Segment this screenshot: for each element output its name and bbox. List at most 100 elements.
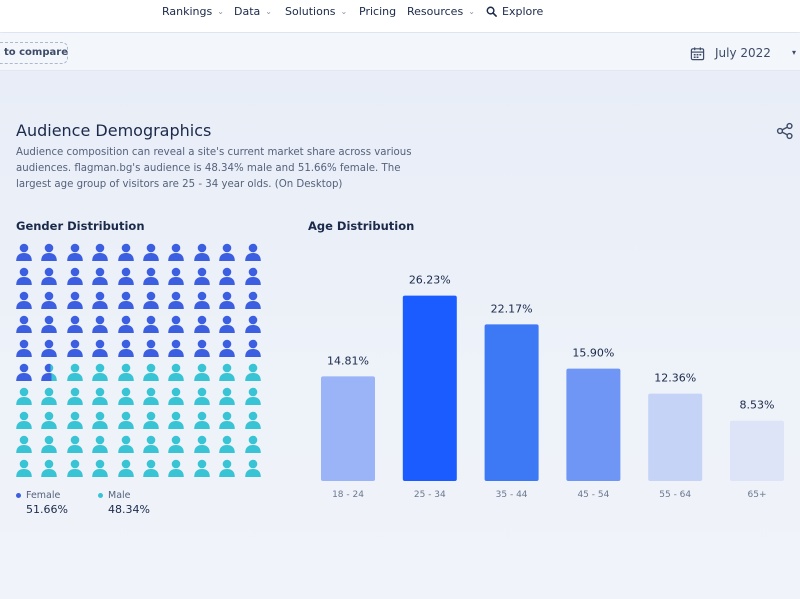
person-icon xyxy=(219,411,235,429)
date-label: July 2022 xyxy=(715,46,771,60)
age-bar-2[interactable] xyxy=(484,324,539,481)
person-icon xyxy=(193,267,210,285)
person-icon xyxy=(66,363,83,381)
nav-rankings-label: Rankings xyxy=(162,5,213,18)
person-icon xyxy=(117,387,134,405)
person-icon xyxy=(193,435,210,453)
nav-data[interactable]: Data ⌄ xyxy=(234,5,272,18)
person-icon xyxy=(92,363,108,381)
age-bar-value-label: 8.53% xyxy=(740,399,775,412)
person-icon xyxy=(168,243,185,261)
age-bar-value-label: 26.23% xyxy=(409,274,451,287)
chevron-down-icon: ⌄ xyxy=(340,7,348,16)
person-icon xyxy=(66,459,83,477)
person-icon xyxy=(66,315,83,333)
person-icon xyxy=(168,435,185,453)
nav-solutions-label: Solutions xyxy=(285,5,336,18)
person-icon xyxy=(41,291,58,309)
person-icon xyxy=(41,315,58,333)
section-description: Audience composition can reveal a site's… xyxy=(16,147,412,190)
age-bar-0[interactable] xyxy=(321,376,375,481)
person-icon xyxy=(117,291,134,309)
person-icon xyxy=(41,387,58,405)
person-icon xyxy=(143,387,159,405)
person-icon xyxy=(244,243,261,261)
person-icon xyxy=(168,339,185,357)
person-icon xyxy=(193,315,210,333)
person-icon xyxy=(143,315,159,333)
age-bar-1[interactable] xyxy=(402,295,457,481)
person-icon xyxy=(244,411,261,429)
age-bar-3[interactable] xyxy=(566,368,621,481)
share-icon[interactable] xyxy=(776,122,794,140)
nav-pricing[interactable]: Pricing xyxy=(359,5,396,18)
person-icon xyxy=(143,339,159,357)
top-navigation: Rankings ⌄ Data ⌄ Solutions ⌄ Pricing Re… xyxy=(0,0,800,32)
person-icon xyxy=(168,411,185,429)
age-category-label: 55 - 64 xyxy=(659,490,691,500)
nav-resources[interactable]: Resources ⌄ xyxy=(407,5,475,18)
gender-distribution-title: Gender Distribution xyxy=(16,219,145,233)
person-icon xyxy=(92,315,108,333)
nav-explore-label: Explore xyxy=(502,5,544,18)
nav-explore[interactable]: Explore xyxy=(486,5,543,18)
person-icon xyxy=(244,435,261,453)
person-icon xyxy=(41,243,58,261)
person-icon xyxy=(219,243,235,261)
age-bar-4[interactable] xyxy=(648,393,703,481)
chevron-down-icon: ⌄ xyxy=(265,7,272,16)
compare-button[interactable]: to compare xyxy=(0,42,68,64)
person-icon xyxy=(219,267,235,285)
person-icon xyxy=(244,387,261,405)
chevron-down-icon: ⌄ xyxy=(217,7,224,16)
toolbar: to compare July 2022 ▾ xyxy=(0,33,800,71)
person-icon xyxy=(66,339,83,357)
person-icon xyxy=(16,435,32,453)
person-icon xyxy=(193,363,210,381)
person-icon xyxy=(219,339,235,357)
person-icon xyxy=(193,243,210,261)
chevron-down-icon[interactable]: ▾ xyxy=(792,48,797,57)
nav-pricing-label: Pricing xyxy=(359,5,397,18)
person-icon xyxy=(143,459,159,477)
person-icon xyxy=(219,315,235,333)
age-bar-value-label: 15.90% xyxy=(572,347,614,360)
person-icon xyxy=(92,243,108,261)
person-icon xyxy=(41,363,58,381)
nav-rankings[interactable]: Rankings ⌄ xyxy=(162,5,224,18)
legend-female-label: Female xyxy=(26,490,61,501)
female-dot-icon xyxy=(16,493,21,498)
person-icon xyxy=(193,387,210,405)
person-icon xyxy=(16,363,32,381)
age-distribution-chart: 14.81% 18 - 24 26.23% 25 - 34 22.17% 35 - 44 1… xyxy=(321,274,784,500)
legend-female: Female 51.66% xyxy=(16,490,68,516)
gender-person-grid xyxy=(14,242,268,482)
person-icon xyxy=(16,339,32,357)
age-bar-value-label: 22.17% xyxy=(491,302,533,315)
legend-male-label: Male xyxy=(108,490,131,501)
calendar-icon xyxy=(690,46,705,60)
age-bar-value-label: 12.36% xyxy=(654,372,696,385)
person-icon xyxy=(244,291,261,309)
person-icon xyxy=(219,459,235,477)
age-distribution-title: Age Distribution xyxy=(308,219,415,233)
person-icon xyxy=(143,267,159,285)
date-picker[interactable]: July 2022 xyxy=(690,42,771,64)
age-bar-5[interactable] xyxy=(730,420,784,481)
person-icon xyxy=(219,435,235,453)
person-icon xyxy=(16,267,32,285)
age-category-label: 65+ xyxy=(748,490,767,500)
nav-solutions[interactable]: Solutions ⌄ xyxy=(285,5,347,18)
person-icon xyxy=(143,291,159,309)
person-icon xyxy=(66,267,83,285)
person-icon xyxy=(117,363,134,381)
person-icon xyxy=(41,339,58,357)
chevron-down-icon: ⌄ xyxy=(468,7,475,16)
person-icon xyxy=(143,363,159,381)
person-icon xyxy=(143,243,159,261)
nav-resources-label: Resources xyxy=(407,5,464,18)
person-icon xyxy=(16,315,32,333)
person-icon xyxy=(92,387,108,405)
search-icon xyxy=(486,6,497,17)
legend-female-value: 51.66% xyxy=(26,503,68,516)
